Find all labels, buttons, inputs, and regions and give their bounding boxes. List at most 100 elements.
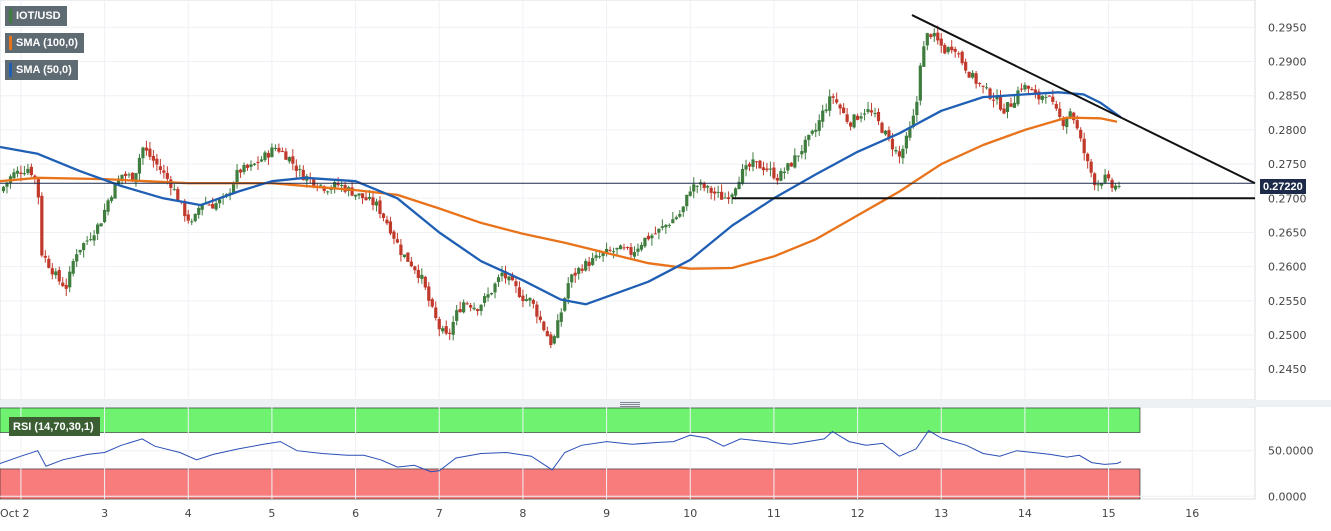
candle-up <box>1016 90 1020 105</box>
candle-down <box>1047 95 1051 97</box>
candle-down <box>538 316 542 321</box>
candle-up <box>1100 183 1104 186</box>
candle-down <box>50 268 54 275</box>
candle-down <box>371 197 375 206</box>
candle-down <box>64 284 68 289</box>
y-tick-label: 0.2600 <box>1268 261 1307 274</box>
candle-down <box>291 156 295 164</box>
candle-up <box>807 134 811 140</box>
candle-up <box>681 206 685 213</box>
candle-up <box>618 245 623 250</box>
candle-up <box>482 296 487 303</box>
candle-up <box>329 188 333 191</box>
candle-down <box>381 213 386 219</box>
candle-down <box>622 247 626 249</box>
candle-up <box>598 256 602 258</box>
candle-up <box>932 32 936 37</box>
candle-down <box>238 169 243 173</box>
candle-down <box>158 166 162 170</box>
candle-up <box>340 185 344 187</box>
candle-down <box>726 197 731 200</box>
y-tick-label: 0.2650 <box>1268 226 1307 239</box>
candle-up <box>636 248 640 252</box>
candle-up <box>552 336 556 344</box>
candle-down <box>957 53 961 55</box>
candle-up <box>141 147 145 159</box>
candle-down <box>713 191 717 194</box>
candle-down <box>720 191 724 200</box>
candle-down <box>629 247 633 255</box>
legend-sma50[interactable]: SMA (50,0) <box>5 60 78 80</box>
candle-down <box>754 161 759 163</box>
candle-down <box>130 172 135 182</box>
candle-down <box>775 177 780 181</box>
candle-up <box>524 299 529 301</box>
candle-up <box>54 271 58 276</box>
candle-up <box>507 276 511 281</box>
y-tick-label: 0.2750 <box>1268 158 1307 171</box>
candle-down <box>385 219 389 224</box>
candle-down <box>1019 88 1024 90</box>
candle-down <box>646 235 651 240</box>
candle-up <box>214 203 218 210</box>
candle-up <box>252 163 257 165</box>
candle-down <box>838 104 842 109</box>
candle-up <box>235 169 239 184</box>
candle-down <box>1051 96 1055 102</box>
candle-up <box>193 213 197 222</box>
candle-up <box>96 224 100 234</box>
candle-down <box>148 148 152 157</box>
candle-up <box>12 172 16 179</box>
candle-up <box>821 110 825 122</box>
candle-down <box>437 319 441 330</box>
candle-up <box>242 165 246 173</box>
legend-pair[interactable]: IOT/USD <box>5 6 67 26</box>
candle-down <box>61 282 65 287</box>
candle-down <box>625 247 630 249</box>
candle-down <box>549 334 553 346</box>
candle-down <box>395 239 400 243</box>
candle-down <box>207 204 211 206</box>
candle-down <box>448 332 452 334</box>
candle-up <box>639 244 644 250</box>
candle-down <box>47 258 51 268</box>
candle-up <box>109 197 114 201</box>
candle-down <box>542 321 546 331</box>
x-tick-label: 13 <box>934 507 948 520</box>
candle-up <box>688 191 692 196</box>
candle-up <box>106 200 110 212</box>
candle-up <box>75 254 79 262</box>
candle-down <box>503 271 508 279</box>
candle-down <box>360 193 365 199</box>
y-tick-label: 0.2850 <box>1268 90 1307 103</box>
candle-up <box>904 135 908 149</box>
candle-down <box>964 61 968 71</box>
candle-down <box>423 276 427 288</box>
candle-up <box>218 199 222 204</box>
candle-up <box>782 171 786 174</box>
rsi-bands <box>0 407 1141 500</box>
legend-pair-label: IOT/USD <box>16 10 61 22</box>
candle-down <box>835 99 839 103</box>
current-price-badge: 0.27220 <box>1260 179 1306 194</box>
candle-down <box>155 158 159 165</box>
y-tick-label: 0.2700 <box>1268 192 1307 205</box>
candle-up <box>92 235 96 241</box>
candle-down <box>943 45 947 54</box>
candle-down <box>573 272 577 276</box>
candle-up <box>591 257 595 265</box>
candle-up <box>604 248 609 254</box>
legend-sma100[interactable]: SMA (100,0) <box>5 33 84 53</box>
candle-down <box>336 183 340 186</box>
candle-up <box>810 130 814 134</box>
candle-down <box>280 151 284 153</box>
candle-up <box>1 186 6 192</box>
candle-down <box>416 269 420 279</box>
candle-down <box>151 155 155 161</box>
candle-up <box>915 101 919 116</box>
candle-up <box>678 213 682 217</box>
legend-rsi[interactable]: RSI (14,70,30,1) <box>9 417 100 436</box>
y-tick-label: 0.2550 <box>1268 295 1307 308</box>
candle-up <box>374 201 379 206</box>
